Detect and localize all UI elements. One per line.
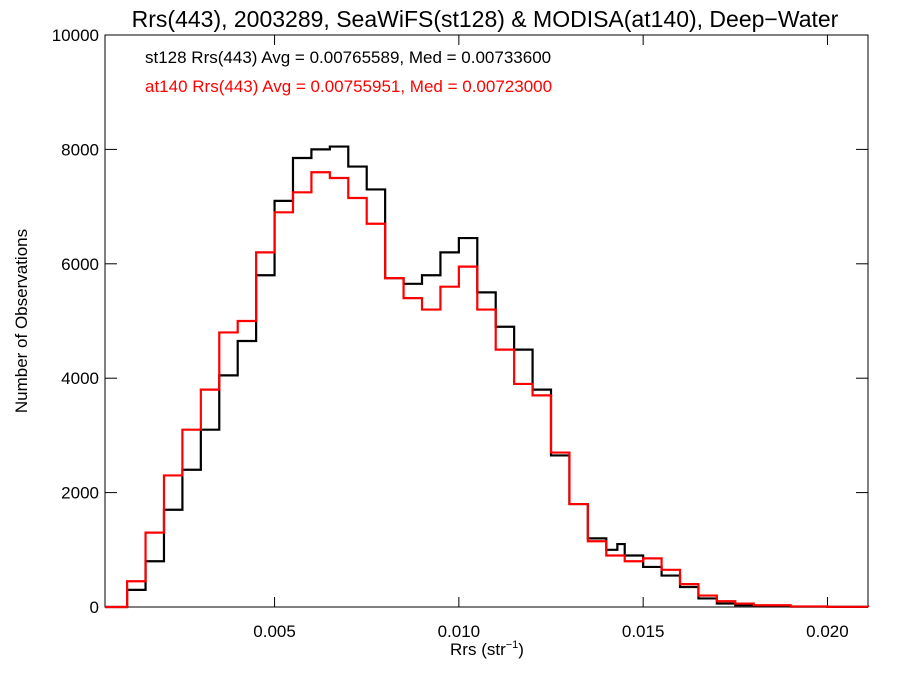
x-tick-label: 0.005 bbox=[253, 622, 296, 641]
y-tick-label: 0 bbox=[90, 598, 99, 617]
x-tick-label: 0.015 bbox=[622, 622, 665, 641]
y-axis-label: Number of Observations bbox=[12, 229, 31, 413]
y-tick-label: 2000 bbox=[61, 484, 99, 503]
y-tick-label: 6000 bbox=[61, 255, 99, 274]
x-tick-label: 0.010 bbox=[438, 622, 481, 641]
x-axis-label-close: ) bbox=[518, 640, 524, 659]
x-axis-label-superscript: −1 bbox=[506, 639, 519, 651]
x-axis-ticks: 0.005 0.010 0.015 0.020 bbox=[253, 35, 849, 641]
y-tick-label: 4000 bbox=[61, 369, 99, 388]
y-tick-label: 8000 bbox=[61, 140, 99, 159]
y-axis-ticks: 0 2000 4000 6000 8000 10000 bbox=[52, 26, 868, 617]
x-tick-label: 0.020 bbox=[806, 622, 849, 641]
plot-frame bbox=[104, 34, 869, 608]
y-tick-label: 10000 bbox=[52, 26, 99, 45]
annotation-at140: at140 Rrs(443) Avg = 0.00755951, Med = 0… bbox=[145, 77, 552, 96]
x-axis-label-main: Rrs (str bbox=[450, 640, 506, 659]
chart-title: Rrs(443), 2003289, SeaWiFS(st128) & MODI… bbox=[132, 6, 839, 32]
series-line-at140 bbox=[105, 171, 870, 609]
series-layer bbox=[105, 145, 870, 609]
x-axis-label: Rrs (str−1) bbox=[450, 639, 524, 659]
annotation-st128: st128 Rrs(443) Avg = 0.00765589, Med = 0… bbox=[145, 48, 551, 67]
